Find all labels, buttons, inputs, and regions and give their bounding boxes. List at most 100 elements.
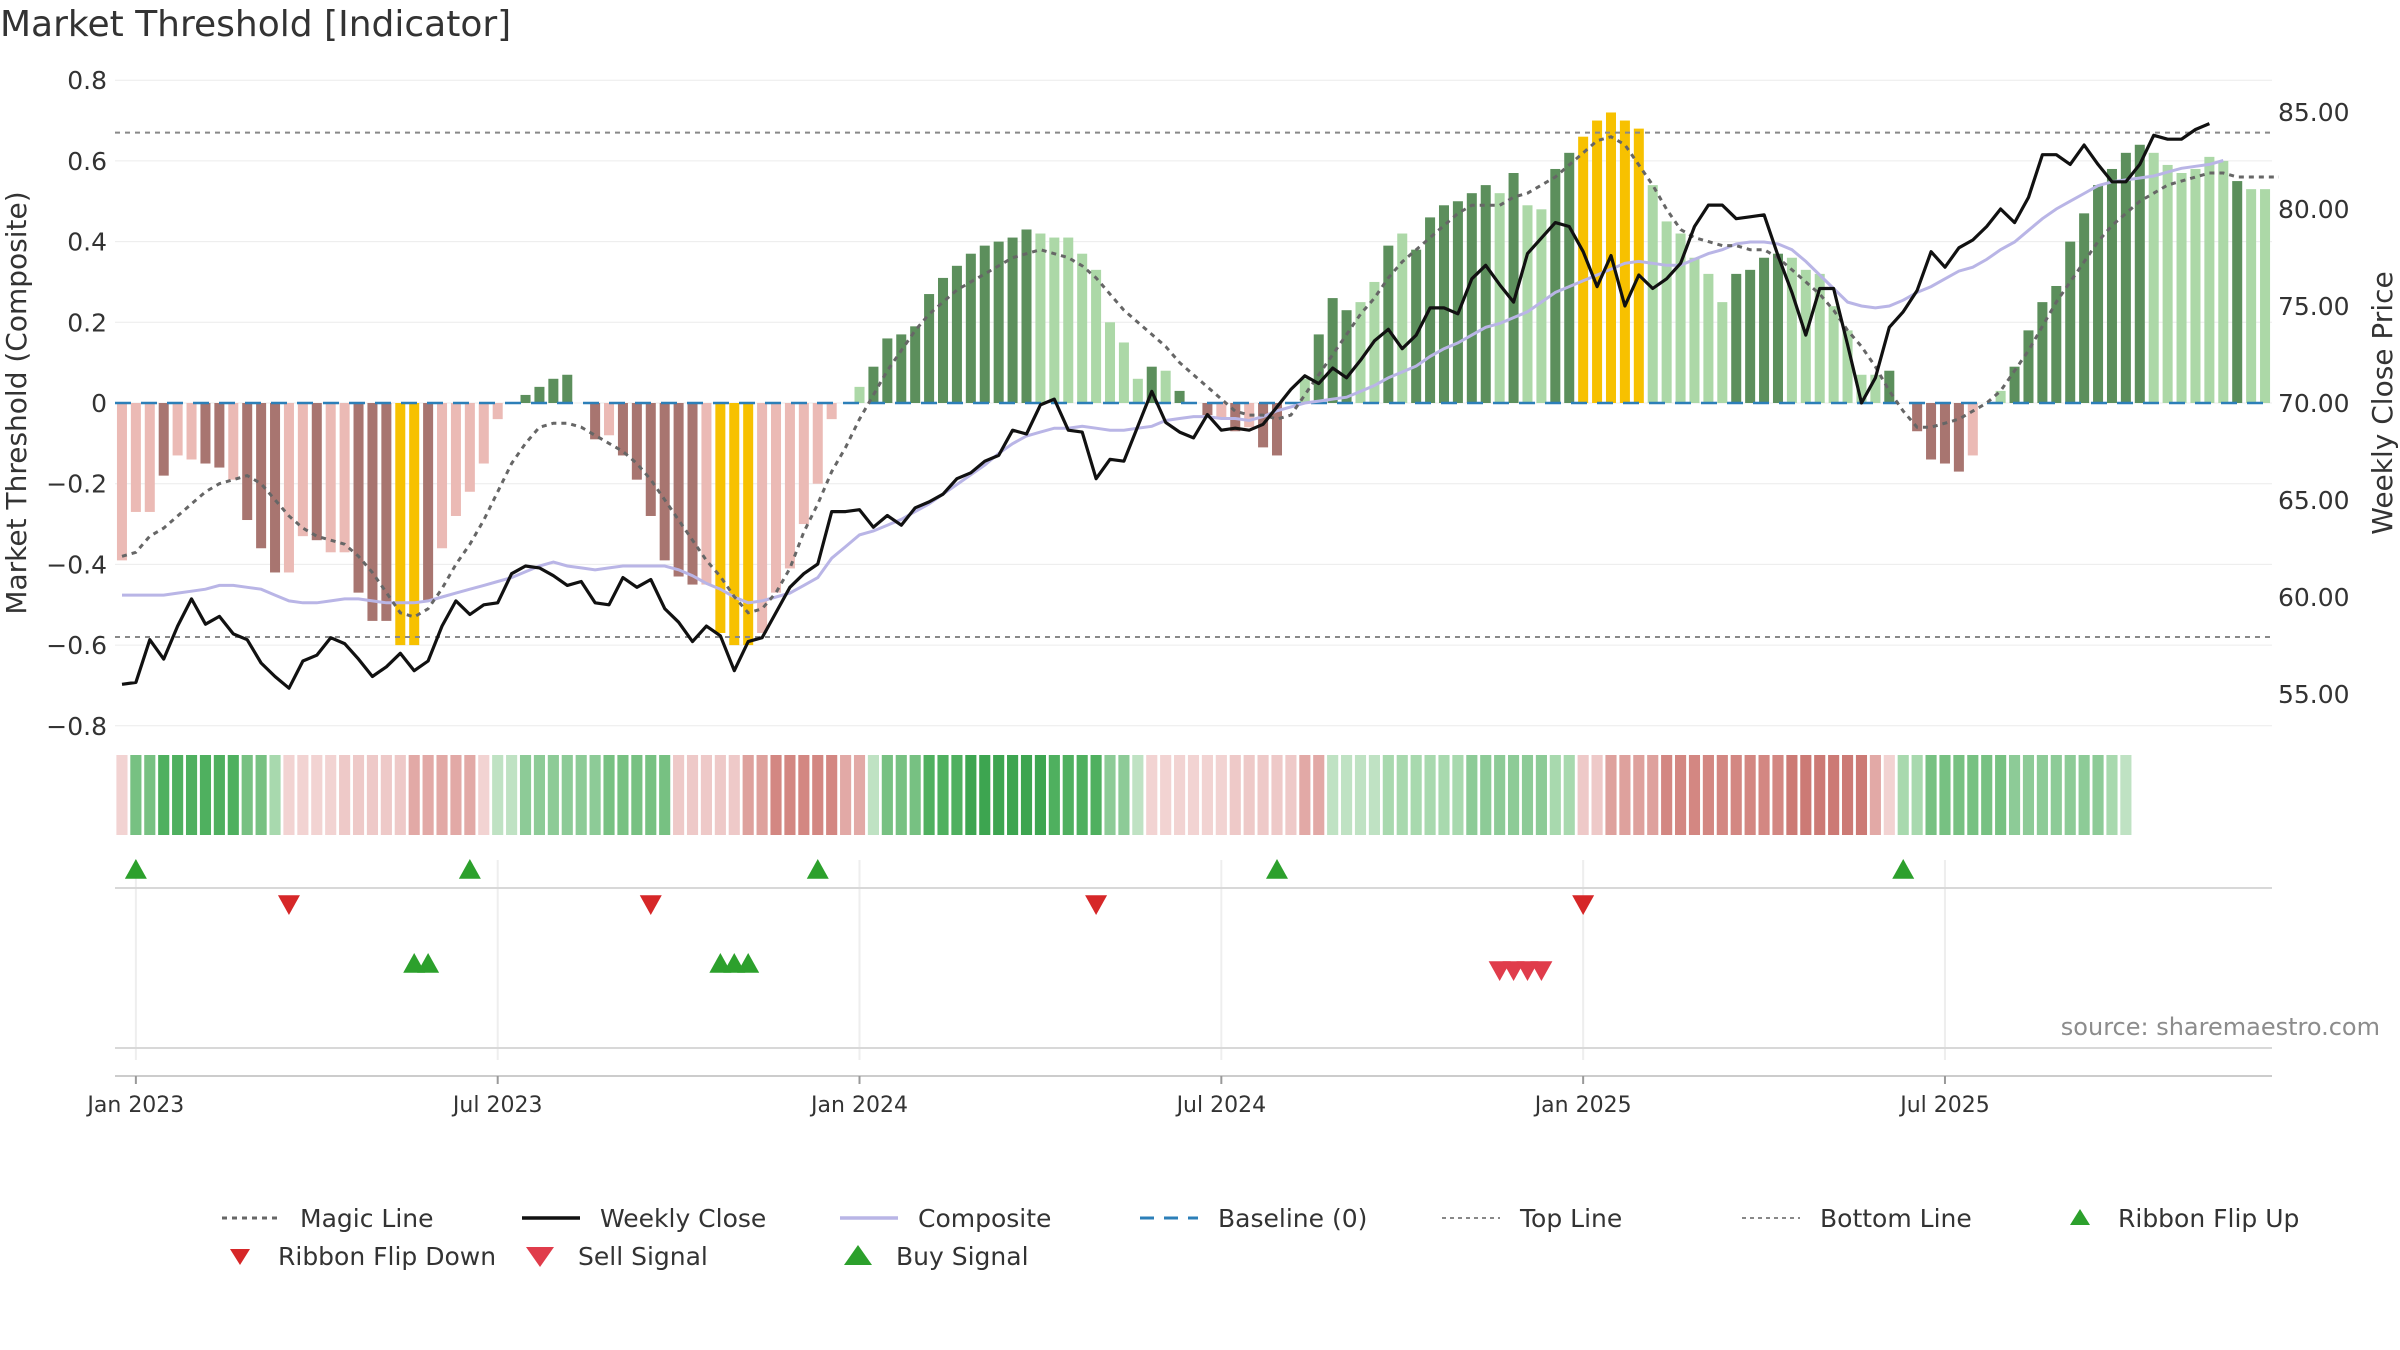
ribbon-cell [408, 755, 420, 835]
legend-swatch [2070, 1209, 2090, 1225]
legend-item-flipup: Ribbon Flip Up [2060, 1200, 2299, 1236]
threshold-bar [1049, 237, 1060, 403]
threshold-bar [1786, 257, 1797, 403]
legend-label: Baseline (0) [1218, 1203, 1368, 1233]
x-tick-label: Jul 2023 [451, 1093, 543, 1118]
ribbon-cell [213, 755, 225, 835]
threshold-bar [256, 403, 267, 549]
ribbon-cell [2106, 755, 2118, 835]
threshold-bar [617, 403, 628, 456]
legend-swatch [1140, 1216, 1198, 1220]
ribbon-cell [979, 755, 991, 835]
ribbon-cell [840, 755, 852, 835]
ribbon-cell [172, 755, 184, 835]
threshold-bar [242, 403, 253, 521]
ribbon-cell [770, 755, 782, 835]
threshold-bar [1174, 390, 1185, 403]
ribbon-cell [1118, 755, 1130, 835]
ribbon-cell [993, 755, 1005, 835]
threshold-bar [1452, 201, 1463, 403]
ribbon-cell [1772, 755, 1784, 835]
threshold-bar [158, 403, 169, 476]
y-tick-left: −0.6 [46, 631, 107, 660]
threshold-bar [1160, 370, 1171, 403]
threshold-bar [1007, 237, 1018, 403]
ribbon-cell [631, 755, 643, 835]
legend-swatch [1742, 1217, 1800, 1219]
threshold-bar [896, 334, 907, 403]
threshold-bar [325, 403, 336, 553]
threshold-bar [1759, 257, 1770, 403]
signal-panels [115, 859, 2272, 1060]
ribbon-cell [603, 755, 615, 835]
ribbon-cell [881, 755, 893, 835]
ribbon-cell [1494, 755, 1506, 835]
ribbon-cell [1716, 755, 1728, 835]
threshold-bar [1939, 403, 1950, 464]
ribbon-cell [450, 755, 462, 835]
threshold-bar [1035, 233, 1046, 403]
ribbon-cell [1480, 755, 1492, 835]
ribbon-cell [1062, 755, 1074, 835]
ribbon-cell [269, 755, 281, 835]
ribbon-cell [742, 755, 754, 835]
ribbon-cell [1452, 755, 1464, 835]
ribbon-cell [2120, 755, 2132, 835]
threshold-bar [492, 403, 503, 420]
threshold-bar [1397, 233, 1408, 403]
threshold-bar [993, 241, 1004, 403]
ribbon-cell [492, 755, 504, 835]
ribbon-cell [798, 755, 810, 835]
ribbon-cell [464, 755, 476, 835]
threshold-bar [1619, 120, 1630, 404]
ribbon-cell [1786, 755, 1798, 835]
weekly-close-line [121, 122, 2211, 690]
threshold-bar [130, 403, 141, 512]
ribbon-cell [1090, 755, 1102, 835]
ribbon-cell [1521, 755, 1534, 835]
y-tick-left: −0.2 [46, 470, 107, 499]
threshold-bar [1466, 193, 1477, 403]
ribbon-cell [2022, 755, 2035, 835]
threshold-bar [1926, 403, 1937, 460]
threshold-bar [1578, 136, 1589, 403]
legend-item-buy: Buy Signal [838, 1238, 1029, 1274]
threshold-bar [659, 403, 670, 561]
ribbon-cell [366, 755, 379, 835]
threshold-bar [1132, 378, 1143, 403]
legend-item-bottom: Bottom Line [1740, 1200, 1972, 1236]
y-tick-left: 0 [91, 389, 107, 418]
ribbon-cell [1466, 755, 1478, 835]
threshold-bar [729, 403, 740, 646]
ribbon-cell [1424, 755, 1436, 835]
threshold-bar [743, 403, 754, 646]
ribbon-cell [1104, 755, 1116, 835]
ribbon-cell [297, 755, 309, 835]
ribbon-cell [1591, 755, 1603, 835]
ribbon-cell [673, 755, 685, 835]
ribbon-cell [1981, 755, 1993, 835]
buy-signal-marker [723, 953, 746, 973]
threshold-bar [826, 403, 837, 420]
threshold-bar [673, 403, 684, 577]
ribbon-cell [1661, 755, 1673, 835]
ribbon-cell [728, 755, 740, 835]
ribbon-cell [1758, 755, 1770, 835]
ribbon-cell [1327, 755, 1339, 835]
threshold-bar [1480, 185, 1491, 403]
ribbon-cell [784, 755, 796, 835]
threshold-bar [1522, 205, 1533, 403]
threshold-bar [353, 403, 364, 593]
axes-layer: 0.8 0.6 0.4 0.2 0 −0.2 −0.4 −0.6 −0.8 85.00 80.00 7… [0, 66, 2399, 741]
threshold-bar [1731, 273, 1742, 403]
threshold-bar [1633, 128, 1644, 403]
threshold-bar [562, 374, 573, 403]
ribbon-flip-up-marker [806, 859, 829, 879]
legend-item-composite: Composite [838, 1200, 1051, 1236]
y-tick-left: −0.4 [46, 550, 107, 579]
ribbon-cell [547, 755, 559, 835]
ribbon-cell [1048, 755, 1060, 835]
threshold-bar [478, 403, 489, 464]
ribbon-cell [130, 755, 142, 835]
ribbon-cell [1299, 755, 1311, 835]
